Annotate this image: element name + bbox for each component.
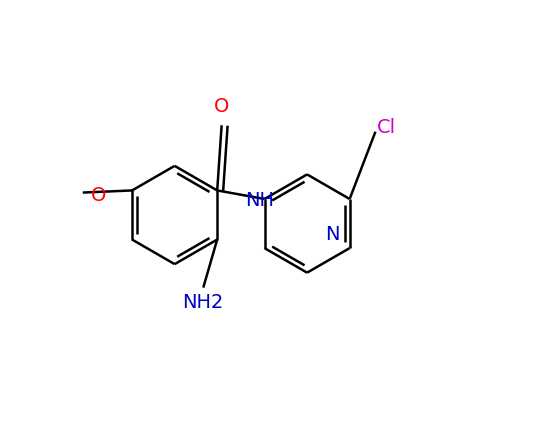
Text: NH2: NH2 xyxy=(183,293,224,312)
Text: N: N xyxy=(326,225,340,244)
Text: Cl: Cl xyxy=(377,118,396,137)
Text: O: O xyxy=(214,97,229,116)
Text: NH: NH xyxy=(245,190,274,209)
Text: O: O xyxy=(91,186,107,205)
